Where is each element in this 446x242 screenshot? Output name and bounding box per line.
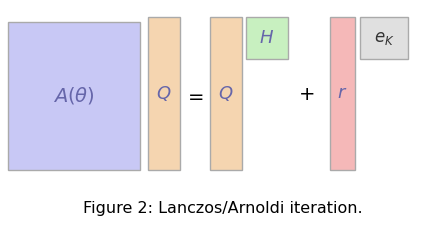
Bar [330, 17, 355, 170]
Bar [148, 17, 180, 170]
Text: $Q$: $Q$ [218, 84, 234, 103]
Text: $H$: $H$ [260, 29, 275, 47]
Bar [360, 17, 408, 59]
Text: $Q$: $Q$ [156, 84, 172, 103]
Text: $e_K$: $e_K$ [374, 29, 394, 47]
Bar [246, 17, 288, 59]
Text: $A(\theta)$: $A(\theta)$ [53, 85, 95, 106]
Text: $=$: $=$ [184, 85, 204, 105]
Text: $+$: $+$ [298, 85, 314, 105]
Bar [210, 17, 242, 170]
Bar [8, 22, 140, 170]
Text: $r$: $r$ [337, 84, 348, 103]
Text: Figure 2: Lanczos/Arnoldi iteration.: Figure 2: Lanczos/Arnoldi iteration. [83, 201, 363, 215]
